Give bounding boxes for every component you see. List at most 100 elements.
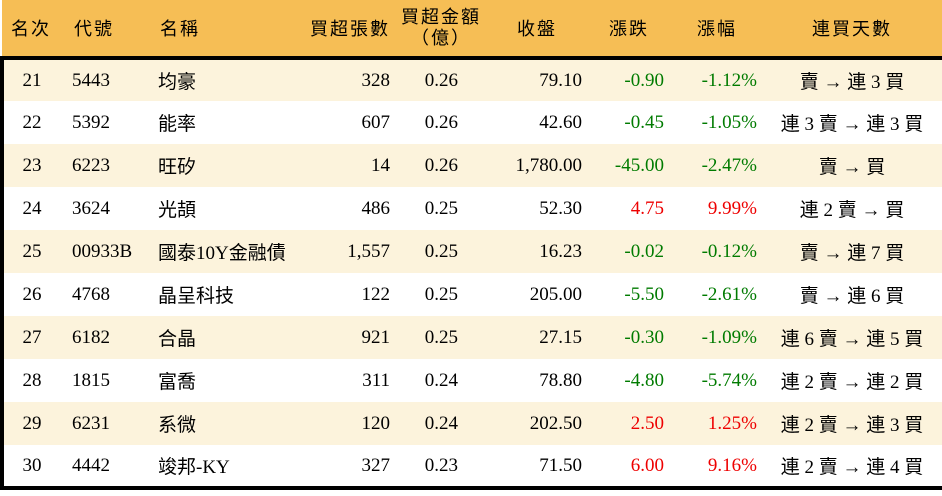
cell-change: -0.90 xyxy=(624,69,664,91)
table-row: 28 1815 富喬 311 0.24 78.80 -4.80 -5.74% 連 2 賣 → 連… xyxy=(0,359,942,402)
cell-buy-volume: 327 xyxy=(300,445,394,490)
cell-change: -0.02 xyxy=(624,240,664,262)
cell-close: 78.80 xyxy=(539,369,582,391)
cell-close: 205.00 xyxy=(529,283,582,305)
header-name: 名稱 xyxy=(148,0,300,60)
cell-rank: 24 xyxy=(0,187,60,230)
cell-close: 202.50 xyxy=(529,412,582,434)
cell-close: 42.60 xyxy=(539,111,582,133)
table-row: 26 4768 晶呈科技 122 0.25 205.00 -5.50 -2.61% 賣 → 連 … xyxy=(0,273,942,316)
cell-streak: 連 2 賣 → 連 2 買 xyxy=(762,359,942,402)
cell-rank: 28 xyxy=(0,359,60,402)
header-buy-amount-line2: （億） xyxy=(411,28,471,48)
cell-name: 國泰10Y金融債 xyxy=(158,243,286,264)
cell-change: 4.75 xyxy=(630,197,664,219)
cell-buy-amount: 0.26 xyxy=(424,154,458,176)
cell-change-pct: 9.16% xyxy=(672,445,762,490)
cell-rank: 25 xyxy=(0,230,60,273)
cell-buy-volume: 1,557 xyxy=(347,240,390,262)
table-row: 25 00933B 國泰10Y金融債 1,557 0.25 16.23 -0.02 -0.12… xyxy=(0,230,942,273)
cell-close: 71.50 xyxy=(488,445,586,490)
cell-streak: 連 2 賣 → 連 4 買 xyxy=(762,445,942,490)
table-row: 30 4442 竣邦-KY 327 0.23 71.50 6.00 9.16% 連 2 賣 → … xyxy=(0,445,942,490)
cell-rank: 26 xyxy=(0,273,60,316)
header-code: 代號 xyxy=(60,0,148,60)
cell-buy-volume: 120 xyxy=(361,412,391,434)
cell-buy-amount: 0.23 xyxy=(394,445,488,490)
cell-rank: 23 xyxy=(0,144,60,187)
cell-name: 旺矽 xyxy=(158,157,197,178)
cell-buy-volume: 311 xyxy=(362,369,390,391)
cell-change: -0.45 xyxy=(624,111,664,133)
cell-code: 5443 xyxy=(72,69,110,91)
header-streak: 連買天數 xyxy=(762,0,942,60)
cell-change-pct: -1.05% xyxy=(701,111,757,133)
cell-name: 合晶 xyxy=(158,329,197,350)
cell-change: -4.80 xyxy=(624,369,664,391)
cell-name: 均豪 xyxy=(158,72,197,93)
cell-close: 52.30 xyxy=(539,197,582,219)
cell-buy-volume: 486 xyxy=(361,197,391,219)
cell-buy-amount: 0.26 xyxy=(424,69,458,91)
cell-streak: 賣 → 買 xyxy=(762,144,942,187)
cell-rank: 27 xyxy=(0,316,60,359)
header-buy-amount-line1: 買超金額 xyxy=(401,7,481,28)
cell-name: 竣邦-KY xyxy=(148,445,300,490)
cell-buy-amount: 0.25 xyxy=(424,326,458,348)
cell-rank: 21 xyxy=(0,58,60,101)
cell-name: 光頡 xyxy=(158,200,197,221)
cell-streak: 賣 → 連 7 買 xyxy=(762,230,942,273)
cell-change-pct: -2.61% xyxy=(701,283,757,305)
cell-change-pct: 1.25% xyxy=(707,412,757,434)
cell-streak: 連 3 賣 → 連 3 買 xyxy=(762,101,942,144)
cell-name: 能率 xyxy=(158,114,197,135)
cell-change: 6.00 xyxy=(586,445,672,490)
cell-close: 1,780.00 xyxy=(515,154,583,176)
cell-change-pct: -5.74% xyxy=(701,369,757,391)
cell-buy-amount: 0.24 xyxy=(424,412,458,434)
cell-streak: 連 2 賣 → 買 xyxy=(762,187,942,230)
cell-rank: 29 xyxy=(0,402,60,445)
cell-code: 3624 xyxy=(72,197,110,219)
cell-change-pct: -1.09% xyxy=(701,326,757,348)
cell-name: 晶呈科技 xyxy=(158,286,235,307)
cell-change: -45.00 xyxy=(614,154,664,176)
cell-buy-amount: 0.26 xyxy=(424,111,458,133)
table-row: 24 3624 光頡 486 0.25 52.30 4.75 9.99% 連 2 賣 → 買 xyxy=(0,187,942,230)
cell-change-pct: -0.12% xyxy=(701,240,757,262)
cell-change-pct: -1.12% xyxy=(701,69,757,91)
cell-streak: 賣 → 連 6 買 xyxy=(762,273,942,316)
cell-streak: 連 6 賣 → 連 5 買 xyxy=(762,316,942,359)
cell-streak: 賣 → 連 3 買 xyxy=(762,58,942,101)
table-row: 27 6182 合晶 921 0.25 27.15 -0.30 -1.09% 連 6 賣 → 連… xyxy=(0,316,942,359)
header-buy-amount: 買超金額 （億） xyxy=(394,0,488,60)
cell-buy-volume: 607 xyxy=(361,111,391,133)
cell-code: 5392 xyxy=(72,111,110,133)
cell-change: -5.50 xyxy=(624,283,664,305)
cell-name: 系微 xyxy=(158,415,197,436)
table-row: 21 5443 均豪 328 0.26 79.10 -0.90 -1.12% 賣 → 連 3 買 xyxy=(0,58,942,101)
cell-code: 1815 xyxy=(72,369,110,391)
cell-change-pct: 9.99% xyxy=(707,197,757,219)
cell-streak: 連 2 賣 → 連 3 買 xyxy=(762,402,942,445)
cell-change-pct: -2.47% xyxy=(701,154,757,176)
table-row: 29 6231 系微 120 0.24 202.50 2.50 1.25% 連 2 賣 → 連 … xyxy=(0,402,942,445)
cell-buy-amount: 0.25 xyxy=(424,283,458,305)
cell-code: 6182 xyxy=(72,326,110,348)
cell-change: 2.50 xyxy=(630,412,664,434)
table-row: 22 5392 能率 607 0.26 42.60 -0.45 -1.05% 連 3 賣 → 連… xyxy=(0,101,942,144)
cell-change: -0.30 xyxy=(624,326,664,348)
cell-name: 富喬 xyxy=(158,372,197,393)
cell-rank: 22 xyxy=(0,101,60,144)
table-row: 23 6223 旺矽 14 0.26 1,780.00 -45.00 -2.47% 賣 → 買 xyxy=(0,144,942,187)
cell-close: 27.15 xyxy=(539,326,582,348)
cell-code: 4768 xyxy=(72,283,110,305)
cell-buy-volume: 328 xyxy=(361,69,391,91)
table-body: 21 5443 均豪 328 0.26 79.10 -0.90 -1.12% 賣 → 連 3 買… xyxy=(0,58,942,490)
cell-code: 6231 xyxy=(72,412,110,434)
cell-buy-volume: 14 xyxy=(371,154,390,176)
cell-buy-amount: 0.25 xyxy=(424,240,458,262)
header-change: 漲跌 xyxy=(586,0,672,60)
cell-buy-volume: 122 xyxy=(361,283,391,305)
